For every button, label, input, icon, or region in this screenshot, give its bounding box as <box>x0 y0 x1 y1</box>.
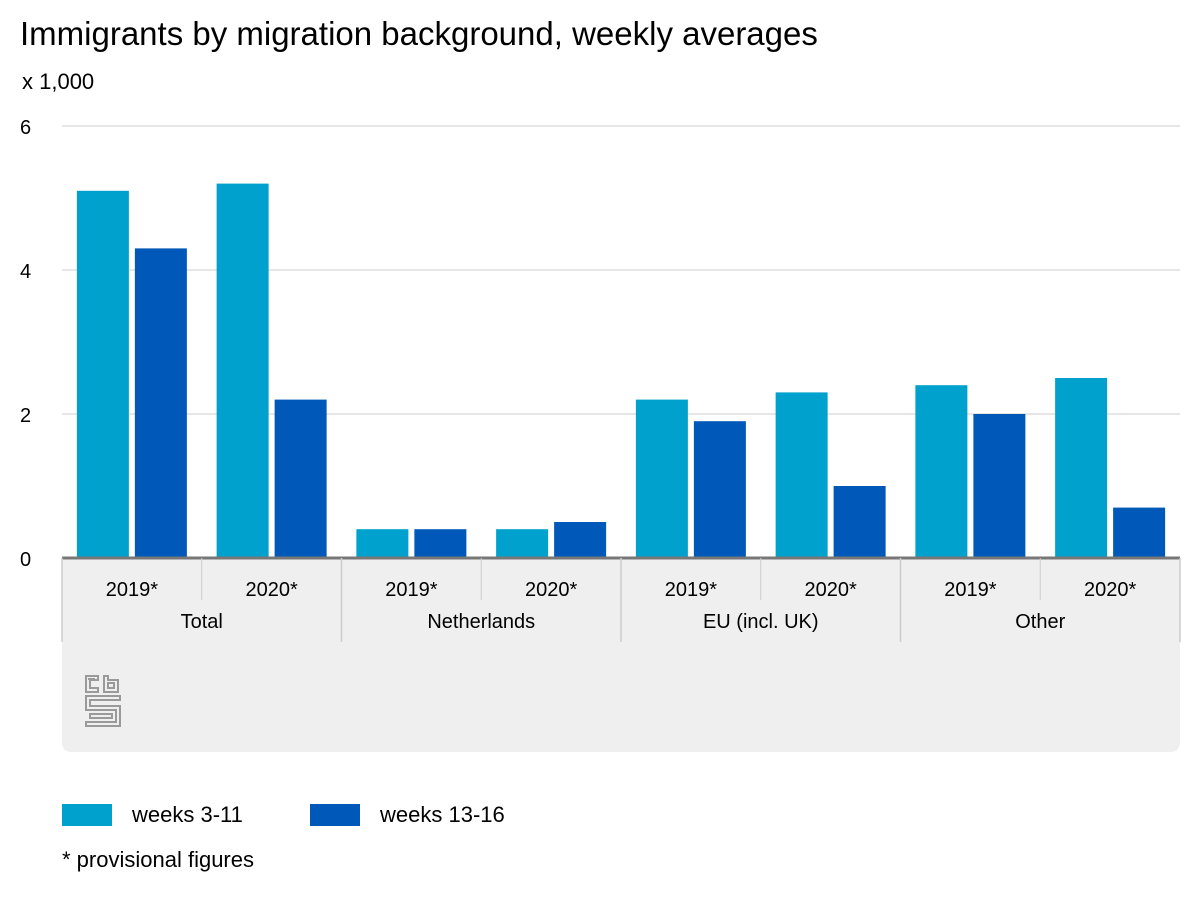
bar-chart: 0 2 4 6 2019* 2020* 2019* 2020* 2019* 2020* 2019* 2… <box>20 117 1181 752</box>
x-tick-label: 2019* <box>385 579 437 601</box>
bar <box>1113 507 1166 558</box>
legend-label: weeks 3-11 <box>132 802 243 827</box>
y-tick-label: 4 <box>20 261 31 283</box>
bar <box>915 385 968 558</box>
bar <box>496 529 549 558</box>
y-tick-label: 0 <box>20 549 31 571</box>
bar <box>554 522 607 558</box>
x-tick-label: 2020* <box>804 579 856 601</box>
y-axis-unit-label: x 1,000 <box>22 69 95 94</box>
legend-swatch <box>310 804 360 826</box>
y-tick-label: 6 <box>20 117 31 139</box>
bar <box>274 399 327 558</box>
bar <box>134 248 187 558</box>
legend-item-weeks-3-11: weeks 3-11 <box>62 802 243 828</box>
bar <box>356 529 409 558</box>
x-tick-label: 2020* <box>525 579 577 601</box>
bar <box>693 421 746 558</box>
x-tick-label: 2020* <box>245 579 297 601</box>
x-tick-label: 2020* <box>1084 579 1136 601</box>
legend-swatch <box>62 804 112 826</box>
x-group-label: Other <box>1015 611 1065 633</box>
bar <box>414 529 467 558</box>
cbs-logo-icon <box>85 675 121 727</box>
legend-item-weeks-13-16: weeks 13-16 <box>310 802 505 828</box>
bar <box>973 414 1026 558</box>
x-group-label: Total <box>181 611 223 633</box>
bar <box>76 190 129 559</box>
bar <box>833 486 886 558</box>
x-tick-label: 2019* <box>665 579 717 601</box>
bar <box>635 399 688 558</box>
bar <box>1055 378 1108 558</box>
x-tick-label: 2019* <box>106 579 158 601</box>
bar <box>216 183 269 558</box>
legend-label: weeks 13-16 <box>380 802 505 827</box>
bar <box>775 392 828 558</box>
x-group-label: EU (incl. UK) <box>703 611 819 633</box>
y-tick-label: 2 <box>20 405 31 427</box>
chart-title: Immigrants by migration background, week… <box>20 15 818 52</box>
footnote: * provisional figures <box>62 847 254 872</box>
x-tick-label: 2019* <box>944 579 996 601</box>
x-group-label: Netherlands <box>427 611 535 633</box>
